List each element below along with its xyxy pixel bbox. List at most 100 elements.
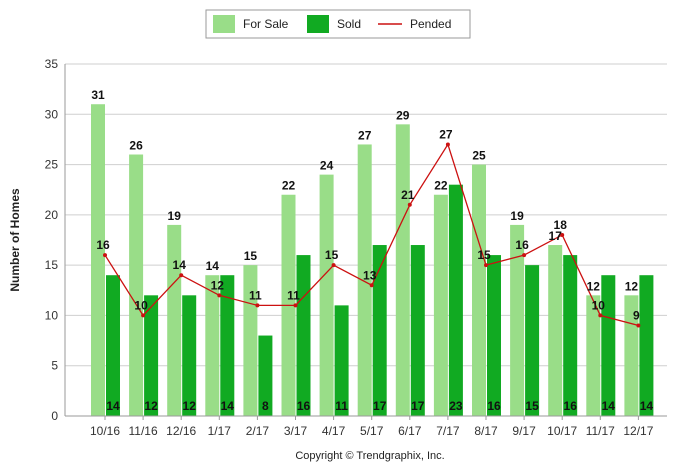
bar-for-sale-8/17: [472, 164, 486, 416]
label-sold-8/17: 16: [487, 399, 501, 413]
pended-point-9/17: [522, 253, 527, 258]
bar-sold-11/16: [144, 295, 159, 416]
bar-for-sale-11/17: [586, 295, 601, 416]
label-sold-2/17: 8: [262, 399, 269, 413]
bar-sold-2/17: [258, 335, 273, 416]
label-sold-9/17: 15: [525, 399, 539, 413]
label-for-sale-12/17: 12: [625, 279, 639, 293]
bar-sold-10/16: [106, 275, 120, 416]
label-sold-12/16: 12: [183, 399, 197, 413]
pended-point-2/17: [255, 303, 260, 308]
x-tick-label-12/16: 12/16: [166, 424, 196, 438]
bar-for-sale-4/17: [319, 174, 334, 416]
label-sold-3/17: 16: [297, 399, 311, 413]
pended-point-12/17: [636, 323, 641, 328]
pended-point-11/17: [598, 313, 603, 318]
x-tick-label-4/17: 4/17: [322, 424, 346, 438]
label-pended-7/17: 27: [439, 127, 453, 141]
bar-for-sale-1/17: [205, 275, 220, 416]
x-tick-label-9/17: 9/17: [512, 424, 536, 438]
y-tick-label-30: 30: [45, 107, 59, 121]
pended-point-3/17: [293, 303, 298, 308]
label-pended-10/16: 16: [96, 238, 110, 252]
label-for-sale-3/17: 22: [282, 179, 296, 193]
pended-point-6/17: [407, 202, 412, 207]
bars: [91, 104, 654, 416]
label-for-sale-10/16: 31: [91, 88, 105, 102]
x-tick-label-1/17: 1/17: [208, 424, 232, 438]
label-sold-12/17: 14: [640, 399, 654, 413]
label-for-sale-10/17: 17: [549, 229, 563, 243]
label-pended-12/17: 9: [633, 308, 640, 322]
bar-sold-7/17: [448, 184, 463, 416]
label-for-sale-12/16: 19: [168, 209, 182, 223]
y-tick-label-0: 0: [51, 409, 58, 423]
label-sold-10/16: 14: [106, 399, 120, 413]
label-pended-11/17: 10: [592, 298, 606, 312]
y-tick-label-20: 20: [45, 208, 59, 222]
pended-line: [103, 142, 641, 328]
bar-for-sale-5/17: [357, 144, 372, 416]
label-sold-1/17: 14: [221, 399, 235, 413]
pended-point-10/16: [103, 253, 107, 258]
copyright-footer: Copyright © Trendgraphix, Inc.: [295, 450, 444, 462]
bar-sold-12/17: [639, 275, 654, 416]
x-tick-label-3/17: 3/17: [284, 424, 308, 438]
label-sold-4/17: 11: [335, 399, 348, 413]
bar-for-sale-6/17: [395, 124, 410, 416]
y-tick-label-5: 5: [51, 359, 58, 373]
axes: 0 5 10 15 20 25 30 35 10/16 11/16 12/16 1/17 2/17 3/1…: [45, 57, 667, 438]
label-sold-7/17: 23: [449, 399, 463, 413]
bar-sold-6/17: [410, 245, 425, 416]
pended-point-5/17: [369, 283, 374, 288]
label-sold-10/17: 16: [564, 399, 578, 413]
legend-label-for-sale: For Sale: [243, 17, 289, 31]
label-pended-11/16: 10: [134, 298, 148, 312]
bar-for-sale-10/17: [548, 245, 563, 416]
data-labels: 31 14 26 12 19 12 14 14 15 8 22 16 24 11 27 17 29 17 22 23 2…: [91, 88, 653, 413]
label-for-sale-4/17: 24: [320, 159, 334, 173]
bar-sold-4/17: [334, 305, 349, 416]
label-pended-2/17: 11: [249, 288, 262, 302]
label-for-sale-2/17: 15: [244, 249, 258, 263]
x-tick-label-2/17: 2/17: [246, 424, 270, 438]
label-pended-3/17: 11: [287, 288, 300, 302]
label-for-sale-1/17: 14: [206, 259, 220, 273]
bar-for-sale-12/16: [167, 224, 182, 416]
label-pended-10/17: 18: [554, 218, 568, 232]
y-tick-label-10: 10: [45, 308, 59, 322]
y-axis-title: Number of Homes: [8, 188, 22, 292]
bar-for-sale-10/16: [91, 104, 105, 416]
label-pended-12/16: 14: [173, 258, 187, 272]
legend-label-sold: Sold: [337, 17, 361, 31]
x-tick-label-7/17: 7/17: [436, 424, 460, 438]
bar-for-sale-7/17: [433, 194, 448, 416]
pended-point-8/17: [484, 263, 488, 268]
bar-for-sale-11/16: [129, 154, 144, 416]
pended-point-7/17: [445, 142, 450, 147]
pended-point-10/17: [560, 232, 565, 237]
x-tick-label-11/17: 11/17: [586, 424, 615, 438]
y-tick-label-15: 15: [45, 258, 59, 272]
pended-point-4/17: [331, 263, 336, 268]
label-pended-4/17: 15: [325, 248, 339, 262]
x-tick-label-12/17: 12/17: [623, 424, 653, 438]
label-for-sale-8/17: 25: [472, 149, 486, 163]
x-tick-label-5/17: 5/17: [360, 424, 384, 438]
x-tick-label-10/17: 10/17: [547, 424, 577, 438]
x-tick-label-10/16: 10/16: [90, 424, 120, 438]
label-pended-1/17: 12: [211, 278, 225, 292]
y-tick-label-25: 25: [45, 158, 59, 172]
pended-point-1/17: [217, 293, 222, 298]
x-tick-label-11/16: 11/16: [129, 424, 158, 438]
bar-sold-8/17: [487, 255, 501, 416]
label-for-sale-9/17: 19: [510, 209, 524, 223]
pended-point-11/16: [141, 313, 146, 318]
legend-swatch-for-sale: [213, 15, 235, 33]
label-pended-8/17: 15: [477, 248, 491, 262]
legend-label-pended: Pended: [410, 17, 451, 31]
label-for-sale-11/16: 26: [129, 139, 143, 153]
label-sold-5/17: 17: [373, 399, 387, 413]
